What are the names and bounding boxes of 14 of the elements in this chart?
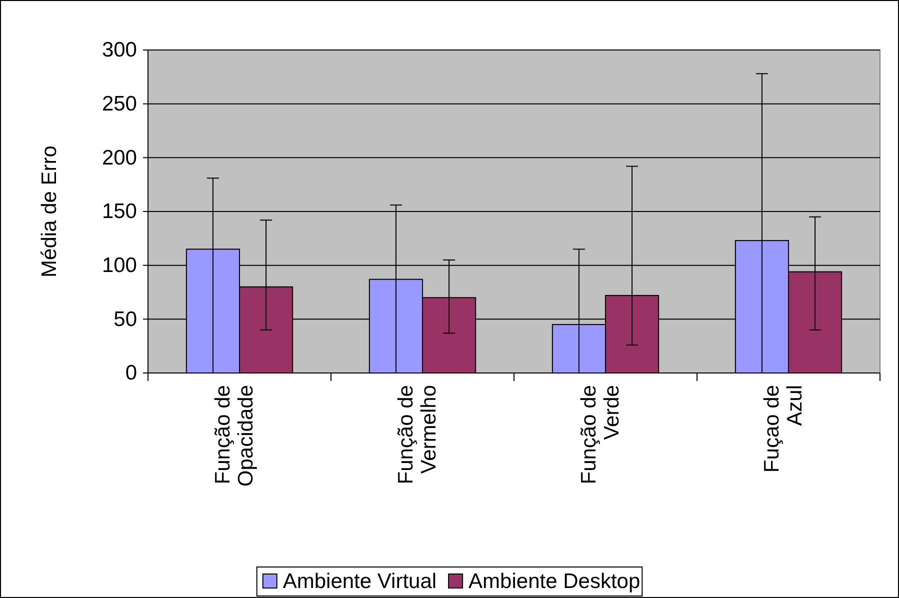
y-tick-label: 0 <box>125 362 137 385</box>
y-tick-label: 100 <box>102 254 137 278</box>
y-tick-label: 300 <box>102 38 137 62</box>
x-tick-label: Função de Vermelho <box>394 385 441 484</box>
x-tick-label: Fuçao de Azul <box>760 385 807 473</box>
x-tick-label: Função de Opacidade <box>212 385 258 487</box>
y-tick-label: 50 <box>114 308 137 331</box>
y-tick-label: 200 <box>102 146 137 170</box>
x-tick-label: Função de Verde <box>578 385 624 484</box>
legend-label: Ambiente Virtual <box>282 570 437 593</box>
y-tick-label: 150 <box>102 200 137 224</box>
y-tick-label: 250 <box>102 92 137 116</box>
legend-label: Ambiente Desktop <box>468 570 640 593</box>
y-axis-title: Média de Erro <box>38 146 61 278</box>
